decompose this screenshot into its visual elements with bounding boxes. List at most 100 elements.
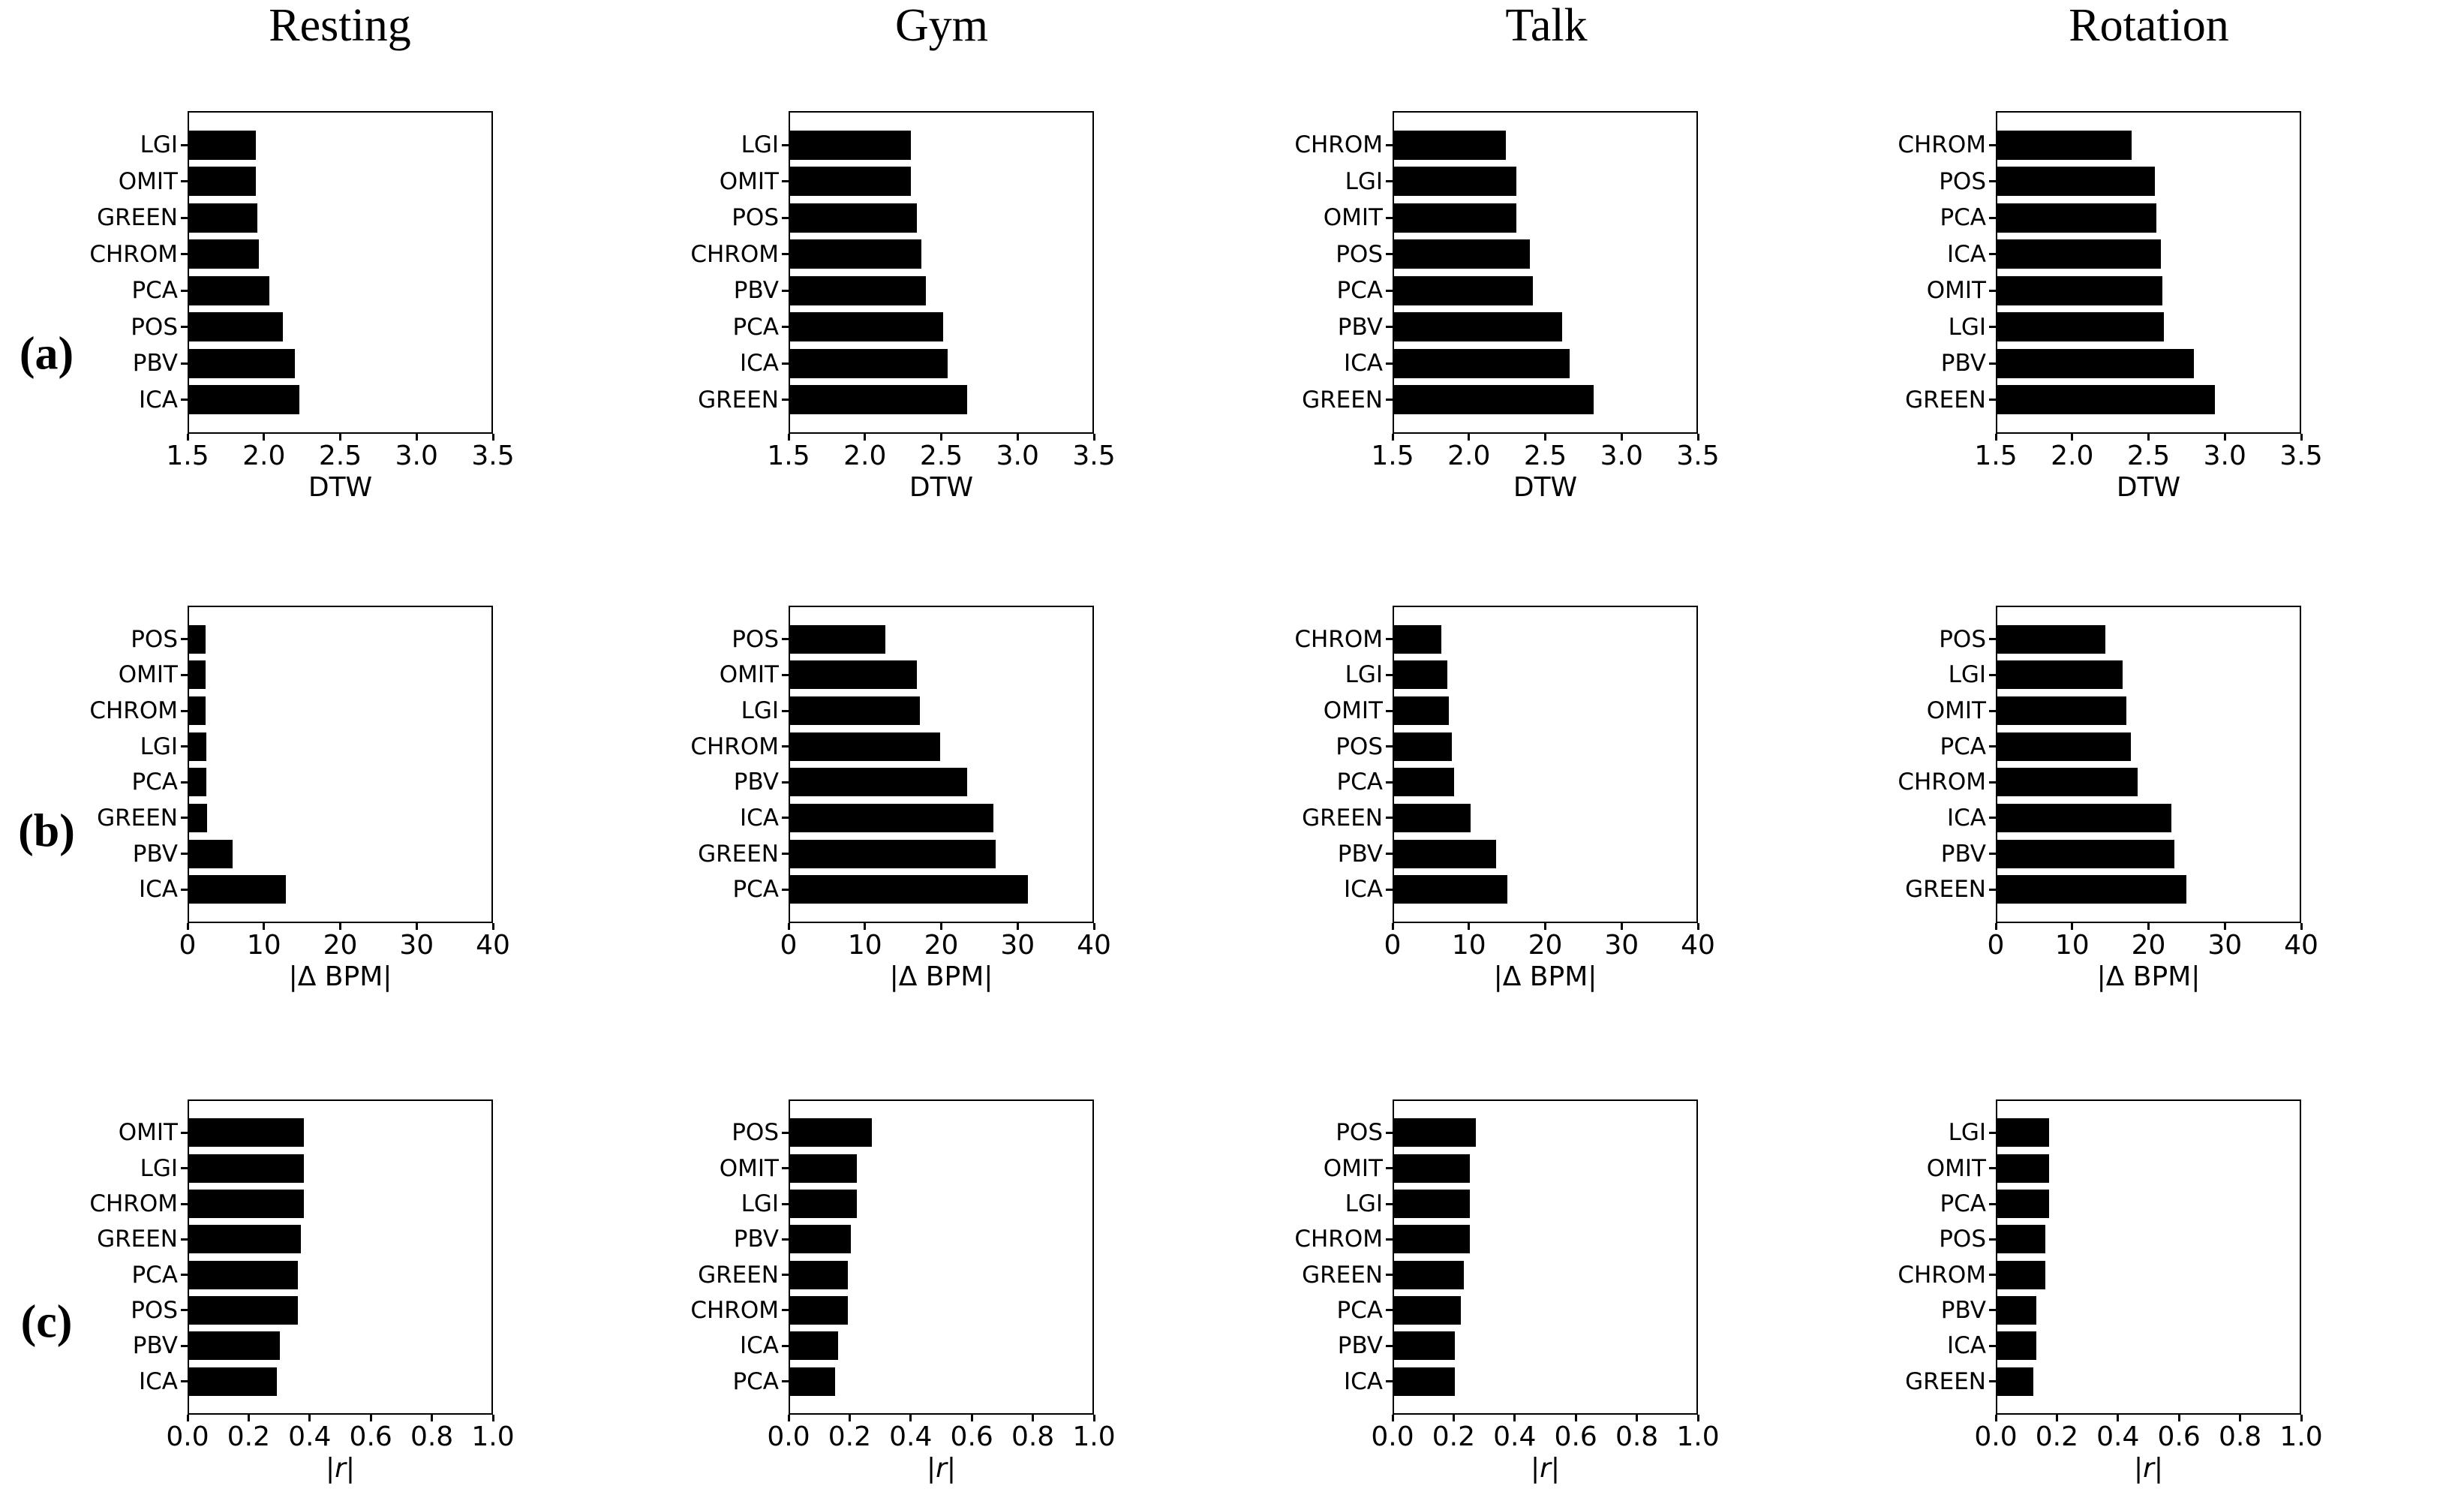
category-label-b-resting-lgi: LGI	[140, 732, 178, 760]
y-tick-c-resting-lgi	[181, 1167, 188, 1170]
bar-c-talk-pbv	[1394, 1331, 1455, 1361]
y-tick-b-gym-green	[782, 853, 789, 856]
plot-box-c-talk	[1393, 1099, 1698, 1415]
bar-b-gym-ica	[790, 803, 994, 833]
y-tick-a-resting-chrom	[181, 253, 188, 256]
category-label-c-rotation-pos: POS	[1939, 1226, 1986, 1253]
y-tick-a-resting-green	[181, 216, 188, 219]
x-tick-label-a-talk-3.5: 3.5	[1676, 441, 1720, 471]
category-label-a-resting-green: GREEN	[97, 204, 178, 232]
x-tick-c-rotation-0.2	[2055, 1415, 2058, 1421]
x-tick-label-c-rotation-0.0: 0.0	[1974, 1421, 2018, 1452]
category-label-c-rotation-pbv: PBV	[1940, 1296, 1986, 1324]
x-tick-b-rotation-0	[1994, 923, 1997, 930]
bar-a-resting-ica	[189, 385, 300, 414]
category-label-c-gym-pca: PCA	[732, 1367, 779, 1395]
category-label-b-talk-pca: PCA	[1336, 769, 1383, 796]
bar-c-resting-omit	[189, 1118, 305, 1148]
x-tick-b-gym-40	[1092, 923, 1095, 930]
y-tick-b-rotation-pca	[1989, 745, 1996, 748]
category-label-b-rotation-pbv: PBV	[1940, 840, 1986, 868]
bar-b-resting-ica	[189, 875, 286, 904]
y-tick-b-rotation-ica	[1989, 817, 1996, 820]
category-label-c-resting-pos: POS	[131, 1296, 178, 1324]
x-axis-label-part: |	[2153, 1453, 2164, 1484]
x-tick-label-a-gym-3.0: 3.0	[996, 441, 1039, 471]
category-label-c-rotation-lgi: LGI	[1948, 1119, 1986, 1147]
x-axis-label-b-gym: |Δ BPM|	[889, 961, 993, 992]
bar-a-resting-omit	[189, 167, 256, 197]
category-label-b-gym-pos: POS	[732, 625, 779, 653]
category-label-c-resting-ica: ICA	[139, 1367, 178, 1395]
y-tick-c-resting-omit	[181, 1131, 188, 1134]
bar-a-gym-ica	[790, 348, 948, 378]
category-label-c-resting-omit: OMIT	[118, 1119, 178, 1147]
y-tick-a-talk-ica	[1386, 362, 1393, 365]
bar-c-resting-pca	[189, 1260, 299, 1289]
category-label-b-resting-ica: ICA	[139, 876, 178, 904]
y-tick-a-resting-pbv	[181, 362, 188, 365]
bar-a-rotation-pca	[1997, 203, 2156, 233]
bar-a-talk-pbv	[1394, 312, 1562, 342]
y-tick-a-rotation-pca	[1989, 216, 1996, 219]
y-tick-b-resting-ica	[181, 888, 188, 891]
bar-c-gym-pos	[790, 1118, 872, 1148]
category-label-a-gym-pca: PCA	[732, 313, 779, 341]
x-tick-label-a-resting-2.0: 2.0	[242, 441, 286, 471]
bar-c-gym-pca	[790, 1367, 836, 1396]
x-tick-c-rotation-0.4	[2117, 1415, 2120, 1421]
x-tick-label-a-resting-2.5: 2.5	[318, 441, 362, 471]
category-label-a-talk-chrom: CHROM	[1294, 131, 1383, 159]
x-tick-c-resting-0.2	[247, 1415, 250, 1421]
x-tick-b-talk-0	[1391, 923, 1394, 930]
x-tick-c-gym-0.8	[1032, 1415, 1035, 1421]
category-label-a-gym-lgi: LGI	[741, 131, 779, 159]
bar-c-resting-ica	[189, 1367, 277, 1396]
x-axis-label-part: r	[335, 1453, 346, 1484]
bar-a-resting-pos	[189, 312, 283, 342]
y-tick-c-gym-ica	[782, 1344, 789, 1347]
y-tick-a-talk-green	[1386, 399, 1393, 402]
x-tick-label-b-gym-40: 40	[1077, 930, 1111, 961]
x-tick-a-talk-2.0	[1468, 434, 1471, 441]
x-axis-label-part: |	[1530, 1453, 1540, 1484]
bar-b-talk-green	[1394, 803, 1471, 833]
bar-b-gym-green	[790, 839, 996, 868]
x-tick-label-b-rotation-40: 40	[2284, 930, 2318, 961]
y-tick-a-rotation-pbv	[1989, 362, 1996, 365]
y-tick-b-gym-lgi	[782, 709, 789, 712]
plot-box-a-talk	[1393, 111, 1698, 434]
category-label-a-talk-pca: PCA	[1336, 277, 1383, 305]
x-axis-label-part: r	[2143, 1453, 2154, 1484]
bar-c-rotation-lgi	[1997, 1118, 2049, 1148]
category-label-b-talk-ica: ICA	[1344, 876, 1383, 904]
y-tick-b-talk-pos	[1386, 745, 1393, 748]
column-title-resting: Resting	[269, 0, 411, 51]
x-tick-a-rotation-3.0	[2223, 434, 2226, 441]
x-tick-label-b-rotation-0: 0	[1987, 930, 2005, 961]
x-tick-c-gym-0.6	[970, 1415, 973, 1421]
y-tick-b-rotation-lgi	[1989, 673, 1996, 676]
y-tick-b-resting-pbv	[181, 853, 188, 856]
x-axis-label-part: |	[926, 1453, 936, 1484]
bar-c-talk-ica	[1394, 1367, 1455, 1396]
bar-c-gym-lgi	[790, 1190, 857, 1218]
x-tick-label-a-resting-1.5: 1.5	[166, 441, 209, 471]
y-tick-b-gym-pos	[782, 638, 789, 641]
x-tick-c-talk-0.0	[1391, 1415, 1394, 1421]
category-label-a-rotation-omit: OMIT	[1926, 277, 1986, 305]
category-label-c-gym-green: GREEN	[698, 1261, 779, 1289]
bar-b-talk-pos	[1394, 732, 1452, 761]
x-tick-label-a-gym-3.5: 3.5	[1072, 441, 1116, 471]
bar-a-resting-pbv	[189, 348, 296, 378]
category-label-a-resting-pbv: PBV	[132, 350, 178, 378]
bar-a-talk-omit	[1394, 203, 1517, 233]
y-tick-b-resting-omit	[181, 673, 188, 676]
y-tick-c-talk-omit	[1386, 1167, 1393, 1170]
y-tick-b-gym-pbv	[782, 781, 789, 784]
bar-a-gym-lgi	[790, 131, 912, 160]
column-title-gym: Gym	[895, 0, 988, 51]
x-tick-a-resting-2.0	[263, 434, 266, 441]
x-tick-b-resting-10	[263, 923, 266, 930]
category-label-a-rotation-lgi: LGI	[1948, 313, 1986, 341]
